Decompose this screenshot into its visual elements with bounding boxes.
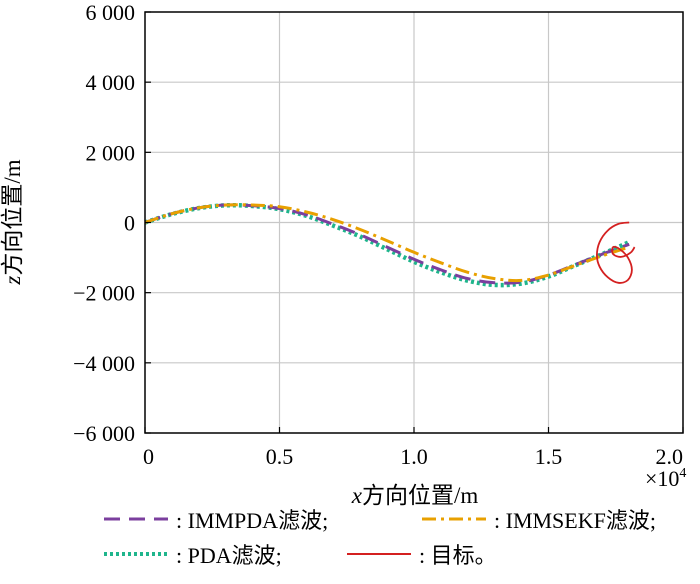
legend-item-pda: : PDA滤波;	[102, 539, 282, 569]
x-tick-label: 0	[143, 444, 154, 469]
y-tick-label: 6 000	[86, 0, 136, 25]
series-immsekf-line	[144, 203, 630, 283]
legend-label-pda: : PDA滤波;	[176, 543, 282, 568]
legend-label-immsekf: : IMMSEKF滤波;	[494, 508, 656, 533]
legend-item-target: : 目标。	[345, 539, 497, 569]
y-tick-label: 0	[124, 211, 135, 236]
legend: : IMMPDA滤波; : IMMSEKF滤波; : PDA滤波; : 目标。	[0, 492, 700, 584]
grid-lines	[145, 12, 683, 433]
series-layer	[144, 202, 636, 288]
y-tick-label: −2 000	[73, 281, 135, 306]
series-immpda-line	[144, 203, 630, 285]
legend-item-immpda: : IMMPDA滤波;	[102, 504, 328, 534]
legend-swatch-pda	[104, 552, 168, 556]
legend-swatch-target	[347, 553, 411, 555]
y-tick-labels: −6 000 −4 000 −2 000 0 2 000 4 000 6 000	[73, 0, 151, 446]
legend-label-immpda: : IMMPDA滤波;	[176, 508, 329, 533]
x-tick-label: 0.5	[266, 444, 294, 469]
y-tick-label: −4 000	[73, 351, 135, 376]
series-target-line	[596, 221, 636, 284]
y-tick-label: 4 000	[86, 70, 136, 95]
x-axis-label: x方向位置/m	[351, 483, 479, 508]
y-tick-label: 2 000	[86, 140, 136, 165]
x-multiplier: ×104	[645, 466, 686, 491]
x-tick-label: 1.5	[535, 444, 563, 469]
legend-label-target: : 目标。	[419, 543, 497, 568]
x-multiplier-exponent: 4	[679, 466, 686, 481]
y-axis-label: z方向位置/m	[0, 159, 25, 285]
y-tick-label: −6 000	[73, 421, 135, 446]
x-tick-label: 2.0	[656, 444, 684, 469]
legend-swatch-immpda	[104, 517, 168, 521]
legend-swatch-immsekf	[422, 517, 486, 521]
x-tick-labels: 0 0.5 1.0 1.5 2.0	[143, 427, 684, 469]
legend-item-immsekf: : IMMSEKF滤波;	[420, 504, 656, 534]
x-tick-label: 1.0	[400, 444, 428, 469]
